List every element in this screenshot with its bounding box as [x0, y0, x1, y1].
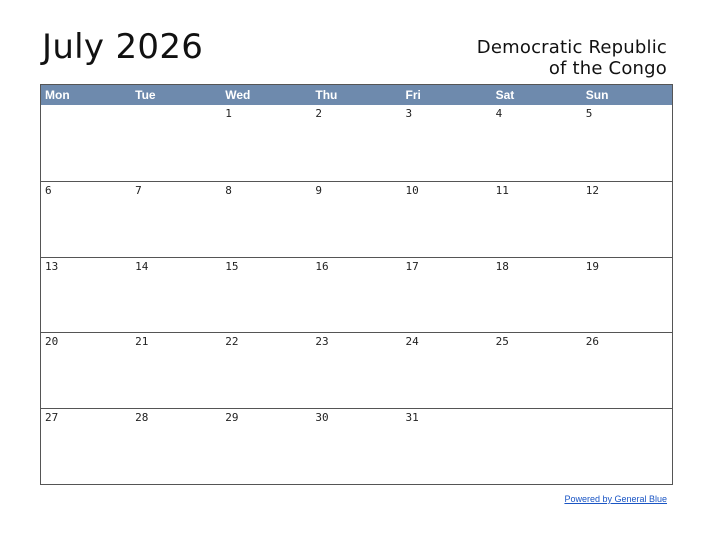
- day-cell: 5: [585, 107, 593, 120]
- day-cell: 13: [45, 259, 59, 273]
- week-row-2: 6 7 8 9 10 11 12: [41, 180, 672, 257]
- day-cell: 3: [405, 107, 413, 120]
- calendar-grid: Mon Tue Wed Thu Fri Sat Sun 1 2 3 4 5 6 …: [40, 84, 673, 485]
- day-cell: [582, 409, 672, 484]
- country-name: Democratic Republic of the Congo: [367, 37, 667, 79]
- powered-by-link[interactable]: Powered by General Blue: [564, 494, 667, 504]
- week-row-4: 20 21 22 23 24 25 26: [41, 332, 672, 408]
- day-cell: 29: [225, 411, 239, 425]
- country-name-line-1: Democratic Republic: [476, 37, 667, 58]
- day-cell: 27: [45, 411, 59, 425]
- weekday-header-sun: Sun: [585, 88, 609, 102]
- day-cell: 10: [405, 183, 419, 197]
- weeks-container: 1 2 3 4 5 6 7 8 9 10 11 12 13 14 15 16 1…: [41, 105, 672, 484]
- day-cell: 11: [495, 183, 509, 197]
- day-cell: 18: [495, 259, 509, 273]
- day-cell: 20: [45, 335, 59, 349]
- day-cell: 28: [135, 411, 149, 425]
- day-cell: 8: [225, 183, 232, 197]
- weekday-header-wed: Wed: [225, 88, 251, 102]
- day-cell: 31: [405, 411, 419, 425]
- weekday-header-row: Mon Tue Wed Thu Fri Sat Sun: [41, 85, 672, 105]
- day-cell: 21: [135, 335, 149, 349]
- day-cell: 25: [495, 335, 509, 349]
- day-cell: 24: [405, 335, 419, 349]
- week-row-3: 13 14 15 16 17 18 19: [41, 256, 672, 333]
- weekday-header-tue: Tue: [135, 88, 156, 102]
- week-row-5: 27 28 29 30 31: [41, 408, 672, 484]
- day-cell: 30: [315, 411, 329, 425]
- day-cell: [492, 409, 582, 484]
- day-cell: 12: [585, 183, 599, 197]
- day-cell: 15: [225, 259, 239, 273]
- day-cell: [131, 105, 221, 181]
- day-cell: 22: [225, 335, 239, 349]
- day-cell: 7: [135, 183, 142, 197]
- week-row-1: 1 2 3 4 5: [41, 105, 672, 181]
- day-cell: 6: [45, 183, 52, 197]
- day-cell: 16: [315, 259, 329, 273]
- country-name-line-2: of the Congo: [548, 58, 667, 79]
- day-cell: 14: [135, 259, 149, 273]
- day-cell: 26: [585, 335, 599, 349]
- weekday-header-sat: Sat: [495, 88, 515, 102]
- day-cell: 17: [405, 259, 419, 273]
- day-cell: 19: [585, 259, 599, 273]
- day-cell: 1: [225, 107, 232, 120]
- page-title: July 2026: [42, 27, 204, 67]
- weekday-header-mon: Mon: [45, 88, 70, 102]
- day-cell: 4: [495, 107, 503, 120]
- day-cell: [41, 105, 131, 181]
- weekday-header-fri: Fri: [405, 88, 421, 102]
- day-cell: 23: [315, 335, 329, 349]
- weekday-header-thu: Thu: [315, 88, 338, 102]
- day-cell: 2: [315, 107, 322, 120]
- day-cell: 9: [315, 183, 322, 197]
